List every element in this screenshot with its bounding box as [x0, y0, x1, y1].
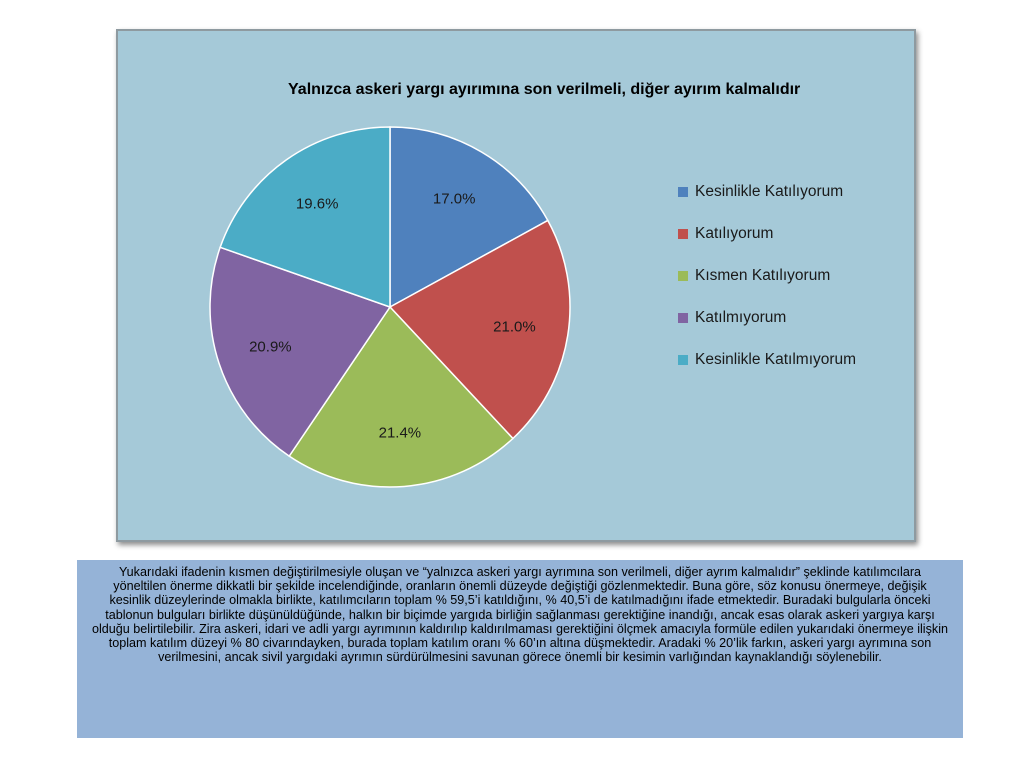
legend-swatch — [678, 355, 688, 365]
legend-item-1: Kesinlikle Katılıyorum — [678, 181, 856, 203]
legend-swatch — [678, 313, 688, 323]
slice-label-3: 21.4% — [378, 424, 422, 442]
description-box: Yukarıdaki ifadenin kısmen değiştirilmes… — [77, 560, 963, 738]
legend: Kesinlikle Katılıyorum Katılıyorum Kısmen … — [678, 181, 856, 391]
legend-item-5: Kesinlikle Katılmıyorum — [678, 349, 856, 371]
pie-slice-2 — [388, 219, 571, 440]
chart-area: Yalnızca askeri yargı ayırımına son veri… — [116, 29, 916, 542]
slice-label-5: 19.6% — [295, 195, 339, 213]
legend-label: Kesinlikle Katılıyorum — [695, 183, 844, 200]
slice-label-2: 21.0% — [493, 318, 536, 336]
chart-title: Yalnızca askeri yargı ayırımına son veri… — [288, 81, 801, 98]
description-text: Yukarıdaki ifadenin kısmen değiştirilmes… — [91, 565, 949, 665]
pie-slice-5 — [219, 126, 391, 309]
legend-swatch — [678, 187, 688, 197]
legend-swatch — [678, 271, 688, 281]
pie-slice-1 — [389, 126, 549, 309]
legend-item-4: Katılmıyorum — [678, 307, 856, 329]
legend-item-3: Kısmen Katılıyorum — [678, 265, 856, 287]
legend-label: Kesinlikle Katılmıyorum — [695, 351, 857, 368]
pie-chart — [209, 126, 571, 488]
legend-item-2: Katılıyorum — [678, 223, 856, 245]
legend-swatch — [678, 229, 688, 239]
legend-label: Katılmıyorum — [695, 309, 787, 326]
pie-slice-3 — [288, 305, 514, 488]
slice-label-1: 17.0% — [432, 190, 476, 208]
legend-label: Katılıyorum — [695, 225, 774, 242]
pie-slice-4 — [209, 246, 392, 458]
legend-label: Kısmen Katılıyorum — [695, 267, 831, 284]
slice-label-4: 20.9% — [249, 338, 292, 356]
